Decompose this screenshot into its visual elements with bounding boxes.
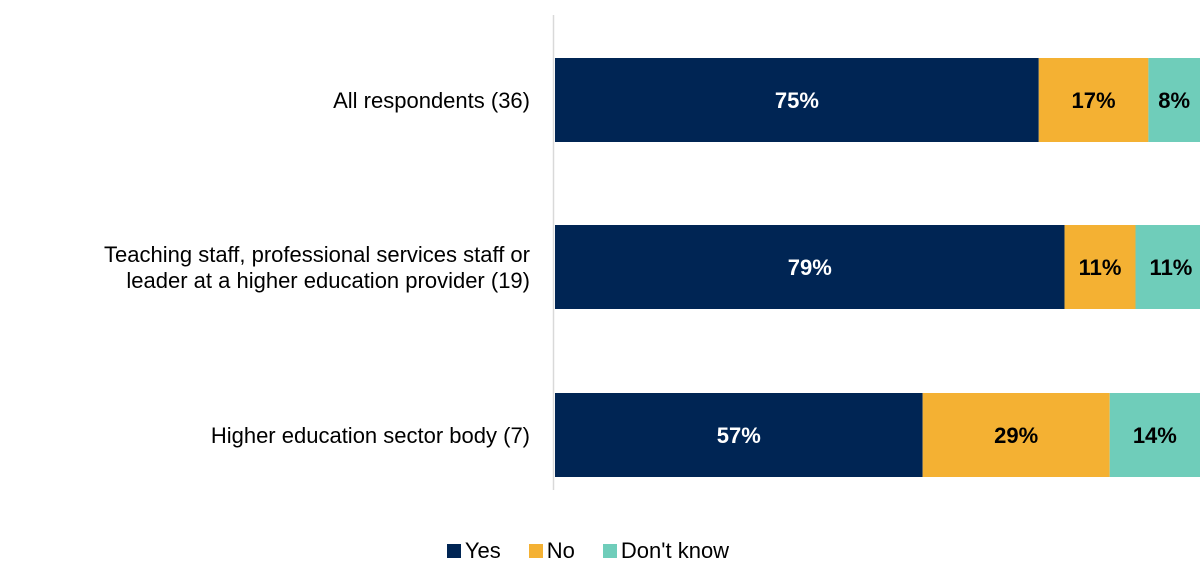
category-label: Teaching staff, professional services st… (104, 242, 530, 267)
category-label: leader at a higher education provider (1… (126, 268, 530, 293)
bars: 75% 17% 8% 79% 11% 11% 57% 29% 14% (555, 58, 1200, 477)
data-label: 57% (717, 423, 761, 448)
data-label: 8% (1158, 88, 1190, 113)
legend-item: Yes (447, 538, 501, 564)
category-label: Higher education sector body (7) (211, 423, 530, 448)
legend-item: Don't know (603, 538, 729, 564)
legend-swatch (447, 544, 461, 558)
data-label: 11% (1079, 255, 1122, 280)
data-label: 79% (788, 255, 832, 280)
legend-label: Don't know (621, 538, 729, 564)
category-labels: All respondents (36) Teaching staff, prof… (104, 88, 530, 448)
legend: Yes No Don't know (0, 540, 1200, 562)
legend-swatch (529, 544, 543, 558)
data-label: 29% (994, 423, 1038, 448)
data-label: 17% (1072, 88, 1116, 113)
data-label: 14% (1133, 423, 1177, 448)
legend-item: No (529, 538, 575, 564)
legend-label: Yes (465, 538, 501, 564)
legend-swatch (603, 544, 617, 558)
data-label: 11% (1150, 255, 1193, 280)
legend-label: No (547, 538, 575, 564)
data-label: 75% (775, 88, 819, 113)
category-label: All respondents (36) (333, 88, 530, 113)
